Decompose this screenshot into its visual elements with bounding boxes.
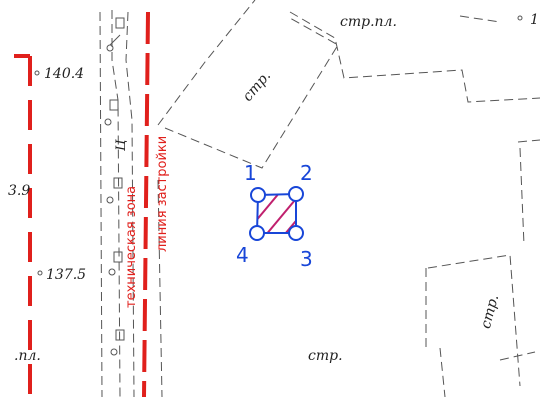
parcel-lines <box>99 0 540 397</box>
building-br-bottom <box>439 347 446 397</box>
road-symbols <box>34 15 523 356</box>
vertex-label-2: 2 <box>300 161 313 185</box>
vertex-marker-2[interactable] <box>288 186 304 202</box>
parcel-right-vertical <box>519 147 525 246</box>
road-symbol-c: Ц <box>114 139 129 151</box>
building-label-bottom: стр. <box>308 348 343 364</box>
parcel-top-right-stub <box>459 15 501 23</box>
building-top-left-edge <box>157 0 256 126</box>
partial-label-right: 1 <box>530 12 539 28</box>
road-edge-left <box>99 11 103 397</box>
road-edge-right <box>125 11 135 397</box>
build-line-label: линия застройки <box>155 136 170 252</box>
vertex-label-1: 1 <box>244 161 257 185</box>
elevation-label-2: 137.5 <box>46 267 86 283</box>
tech-zone-label: техническая зона <box>124 186 139 308</box>
plot: 1 2 3 4 <box>236 161 313 271</box>
vertex-label-4: 4 <box>236 243 249 267</box>
vertex-marker-4[interactable] <box>249 225 265 241</box>
vertex-marker-1[interactable] <box>250 187 266 203</box>
left-bottom-label: .пл. <box>14 348 41 364</box>
building-br-stub <box>499 351 536 361</box>
red-boundaries <box>14 11 150 397</box>
build-line-red-boundary <box>142 11 150 397</box>
partial-elevation-left: 3.9 <box>8 183 30 199</box>
elevation-label-1: 140.4 <box>44 66 84 82</box>
parcel-right-stub <box>517 139 540 143</box>
road-edge-far <box>157 179 163 397</box>
vertex-label-3: 3 <box>300 247 313 271</box>
building-br-top-right <box>427 254 521 387</box>
vertex-marker-3[interactable] <box>288 225 304 241</box>
parcel-top-right <box>289 11 540 103</box>
road-edge-mid <box>111 10 121 397</box>
top-right-label: стр.пл. <box>340 14 397 30</box>
